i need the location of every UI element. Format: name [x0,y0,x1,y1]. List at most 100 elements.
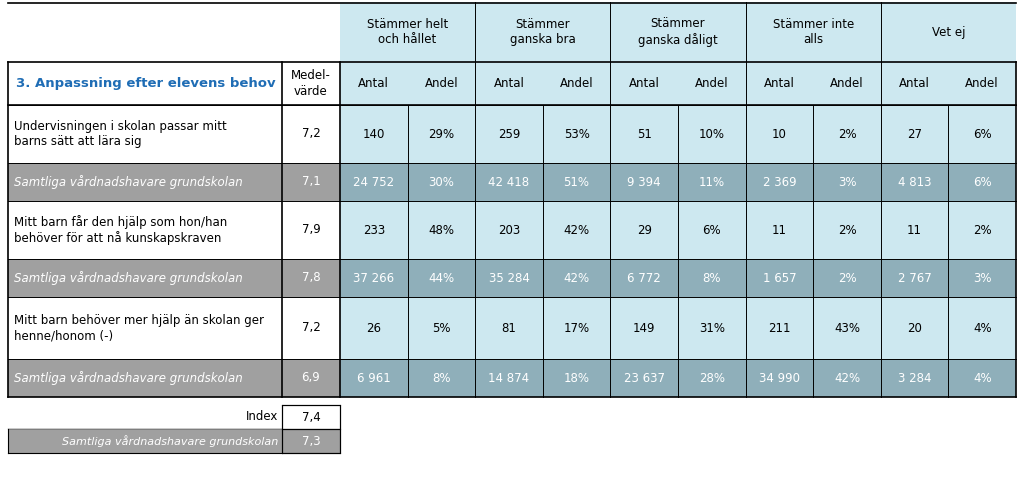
Bar [340,163,475,201]
Text: 140: 140 [362,127,385,140]
Text: 259: 259 [498,127,520,140]
Bar [340,62,475,105]
Text: 233: 233 [362,223,385,236]
Text: 7,2: 7,2 [302,127,321,140]
Bar [8,105,1016,163]
Text: 17%: 17% [563,321,590,334]
Bar [610,359,745,397]
Text: Antal: Antal [358,77,389,90]
Text: Andel: Andel [560,77,594,90]
Bar [610,105,745,163]
Text: 42%: 42% [563,272,590,285]
Bar [610,201,745,259]
Text: 8%: 8% [432,372,451,384]
Text: 42%: 42% [563,223,590,236]
Bar [282,62,340,105]
Text: 44%: 44% [428,272,455,285]
Text: 51: 51 [637,127,651,140]
Bar [881,359,1016,397]
Bar [8,2,340,62]
Bar [745,163,881,201]
Text: 3%: 3% [838,176,856,189]
Bar [881,297,1016,359]
Bar [340,201,475,259]
Text: 4 813: 4 813 [898,176,932,189]
Text: 7,3: 7,3 [302,435,321,448]
Text: 34 990: 34 990 [759,372,800,384]
Text: 30%: 30% [428,176,455,189]
Bar [610,163,745,201]
Bar [881,2,1016,62]
Text: 6 772: 6 772 [628,272,662,285]
Text: 7,4: 7,4 [302,410,321,424]
Bar [475,259,610,297]
Text: Vet ej: Vet ej [932,26,966,39]
Text: 211: 211 [768,321,791,334]
Text: 10%: 10% [698,127,725,140]
Bar [8,429,340,453]
Text: 149: 149 [633,321,655,334]
Bar [745,2,881,62]
Text: 203: 203 [498,223,520,236]
Text: Stämmer helt
och hållet: Stämmer helt och hållet [367,18,449,46]
Text: 18%: 18% [563,372,590,384]
Text: 7,9: 7,9 [302,223,321,236]
Bar [881,259,1016,297]
Text: 11%: 11% [698,176,725,189]
Bar [340,105,475,163]
Bar [475,201,610,259]
Bar [340,359,475,397]
Bar [610,62,745,105]
Bar [282,429,340,453]
Text: 14 874: 14 874 [488,372,529,384]
Text: 7,8: 7,8 [302,272,321,285]
Bar [610,297,745,359]
Text: 6 961: 6 961 [357,372,391,384]
Bar [610,2,745,62]
Text: 35 284: 35 284 [488,272,529,285]
Text: 2%: 2% [838,272,856,285]
Text: 1 657: 1 657 [763,272,797,285]
Text: Andel: Andel [966,77,999,90]
Text: 27: 27 [907,127,922,140]
Text: 28%: 28% [698,372,725,384]
Text: 20: 20 [907,321,922,334]
Text: 24 752: 24 752 [353,176,394,189]
Bar [8,359,340,397]
Bar [745,105,881,163]
Text: Samtliga vårdnadshavare grundskolan: Samtliga vårdnadshavare grundskolan [61,435,278,447]
Text: 6%: 6% [973,127,991,140]
Text: Samtliga vårdnadshavare grundskolan: Samtliga vårdnadshavare grundskolan [14,271,243,285]
Text: 3. Anpassning efter elevens behov: 3. Anpassning efter elevens behov [16,77,275,90]
Bar [282,405,340,429]
Text: 2%: 2% [838,223,856,236]
Text: 6%: 6% [702,223,721,236]
Text: 42%: 42% [834,372,860,384]
Bar [745,359,881,397]
Text: 7,1: 7,1 [302,176,321,189]
Text: Samtliga vårdnadshavare grundskolan: Samtliga vårdnadshavare grundskolan [14,371,243,385]
Bar [8,259,340,297]
Text: 11: 11 [772,223,786,236]
Text: 9 394: 9 394 [628,176,662,189]
Text: 43%: 43% [834,321,860,334]
Text: Stämmer
ganska bra: Stämmer ganska bra [510,18,575,46]
Text: Index: Index [246,410,278,424]
Text: 2%: 2% [838,127,856,140]
Text: 42 418: 42 418 [488,176,529,189]
Bar [475,105,610,163]
Text: 53%: 53% [563,127,590,140]
Bar [8,62,282,105]
Text: 3%: 3% [973,272,991,285]
Text: 81: 81 [502,321,516,334]
Text: 4%: 4% [973,372,991,384]
Text: Antal: Antal [629,77,659,90]
Bar [475,2,610,62]
Bar [881,105,1016,163]
Text: 6%: 6% [973,176,991,189]
Text: 48%: 48% [428,223,455,236]
Text: Andel: Andel [830,77,864,90]
Text: 8%: 8% [702,272,721,285]
Text: Mitt barn får den hjälp som hon/han
behöver för att nå kunskapskraven: Mitt barn får den hjälp som hon/han behö… [14,215,227,245]
Bar [340,297,475,359]
